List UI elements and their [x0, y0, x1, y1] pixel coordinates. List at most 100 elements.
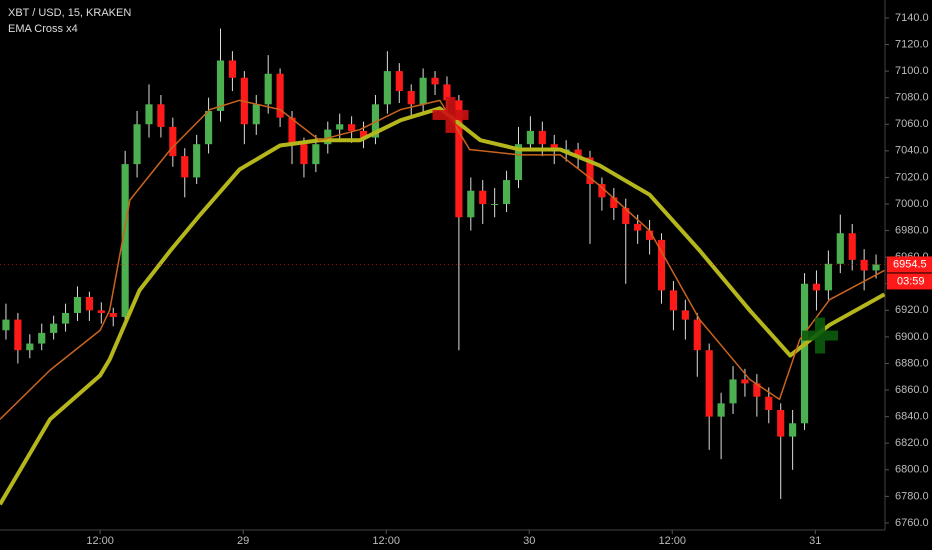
y-tick-label: 6980.0 — [895, 224, 929, 236]
x-tick-label: 12:00 — [658, 535, 686, 547]
candle-body — [622, 207, 630, 224]
candle-body — [634, 223, 642, 231]
candle-body — [765, 396, 773, 410]
candle-body — [61, 312, 70, 324]
candle-body — [50, 323, 58, 333]
plot-area — [0, 28, 886, 506]
candle-body — [348, 124, 356, 131]
candle-body — [646, 230, 654, 240]
candle-body — [717, 403, 725, 417]
countdown-label: 03:59 — [897, 275, 925, 287]
x-tick-label: 12:00 — [372, 535, 400, 547]
candle-body — [300, 144, 308, 165]
candle-body — [872, 264, 880, 271]
candle-body — [705, 350, 713, 417]
candle-body — [109, 312, 117, 317]
countdown-tag — [887, 273, 932, 290]
candle-body — [610, 197, 618, 208]
y-tick-label: 7020.0 — [895, 171, 929, 183]
candle-body — [657, 239, 666, 291]
candle-body — [479, 190, 487, 204]
y-tick-label: 7120.0 — [895, 38, 929, 50]
candle-body — [395, 71, 403, 92]
candle-body — [407, 91, 415, 105]
candle-body — [371, 104, 380, 138]
candle-body — [145, 104, 153, 125]
candle-body — [586, 157, 594, 185]
y-tick-label: 6920.0 — [895, 304, 929, 316]
candle-body — [812, 283, 821, 291]
candle-body — [181, 156, 189, 178]
candle-body — [824, 263, 832, 291]
candle-body — [681, 310, 689, 320]
candle-body — [359, 130, 368, 138]
candle-body — [121, 164, 129, 317]
candle-body — [264, 73, 272, 105]
y-tick-label: 7100.0 — [895, 65, 929, 77]
candle-body — [526, 130, 534, 145]
y-tick-label: 6800.0 — [895, 464, 929, 476]
candle-body — [514, 144, 523, 181]
ema-line — [0, 99, 885, 420]
candle-body — [467, 190, 475, 218]
candle-body — [73, 297, 82, 313]
candle-body — [669, 290, 678, 311]
y-tick-label: 6820.0 — [895, 437, 929, 449]
candle-body — [85, 297, 93, 311]
y-tick-label: 7040.0 — [895, 145, 929, 157]
x-tick-label: 31 — [809, 535, 821, 547]
y-tick-label: 6860.0 — [895, 384, 929, 396]
candle-body — [431, 77, 439, 85]
candle-body — [383, 71, 391, 105]
candle-body — [443, 84, 451, 101]
last-price-tag — [887, 256, 932, 273]
candle-body — [193, 144, 201, 178]
candle-body — [574, 149, 582, 158]
y-tick-label: 7000.0 — [895, 198, 929, 210]
y-tick-label: 7140.0 — [895, 12, 929, 24]
candle-body — [538, 130, 546, 145]
y-tick-label: 6780.0 — [895, 490, 929, 502]
x-tick-label: 30 — [523, 535, 535, 547]
candle-body — [97, 310, 105, 313]
candle-body — [324, 129, 332, 145]
candle-body — [455, 100, 463, 218]
candle-body — [789, 423, 797, 437]
candle-body — [848, 233, 856, 260]
cross-bar — [815, 317, 826, 354]
y-tick-label: 6900.0 — [895, 331, 929, 343]
candle-body — [133, 124, 141, 165]
candle-body — [312, 144, 320, 165]
candle-body — [276, 73, 284, 118]
candle-body — [777, 409, 785, 437]
candle-body — [157, 104, 165, 127]
candle-body — [491, 203, 499, 205]
candle-body — [2, 319, 10, 331]
indicator-label: EMA Cross x4 — [8, 23, 78, 35]
candle-body — [169, 126, 177, 157]
last-price-label: 6954.5 — [893, 258, 927, 270]
y-tick-label: 7080.0 — [895, 92, 929, 104]
y-tick-label: 6760.0 — [895, 517, 929, 529]
x-tick-label: 29 — [237, 535, 249, 547]
ema-line — [0, 106, 886, 506]
candle-body — [216, 60, 225, 111]
candle-body — [14, 319, 22, 351]
candle-body — [800, 283, 809, 424]
candle-body — [598, 184, 606, 198]
candle-body — [288, 117, 296, 145]
candle-body — [38, 332, 46, 344]
cross-signal — [432, 96, 469, 133]
chart-title: XBT / USD, 15, KRAKEN — [8, 7, 131, 19]
candle-body — [419, 77, 427, 105]
y-tick-label: 6880.0 — [895, 357, 929, 369]
y-tick-label: 6840.0 — [895, 411, 929, 423]
cross-signal — [802, 317, 839, 354]
candle-body — [205, 110, 213, 145]
candle-body — [502, 180, 511, 204]
x-tick-label: 12:00 — [86, 535, 114, 547]
candle-body — [860, 259, 868, 271]
